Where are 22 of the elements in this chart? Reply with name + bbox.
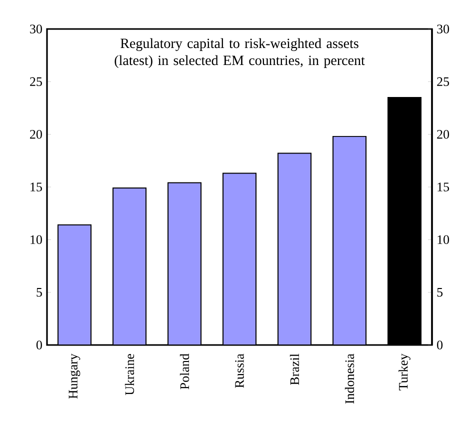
x-tick-label: Poland [180, 354, 190, 390]
y-tick-label: 5 [36, 288, 42, 297]
x-tick-label: Turkey [398, 354, 410, 390]
text: Regulatory capital to risk-weighted assets (latest) in selected EM countries, in percent [114, 38, 365, 68]
y2-tick-label: 10 [438, 235, 450, 244]
y2-tick-label: 5 [437, 288, 443, 297]
y-tick-label: 15 [30, 182, 42, 192]
x-tick-label: Russia [235, 354, 244, 388]
y2-tick-label: 30 [437, 24, 450, 34]
y2-tick-label: 20 [437, 130, 450, 139]
x-tick-label: Brazil [290, 354, 300, 385]
y-tick-label: 0 [36, 340, 42, 350]
y-tick-label: 25 [30, 77, 42, 86]
x-tick-label: Indonesia [344, 354, 354, 404]
y-tick-label: 20 [30, 130, 42, 139]
y2-tick-label: 25 [437, 77, 450, 86]
x-tick-label: Hungary [68, 354, 80, 399]
x-tick-label: Ukraine [124, 354, 134, 396]
y2-tick-label: 15 [438, 182, 450, 192]
y-tick-label: 30 [30, 24, 42, 34]
y2-tick-label: 0 [437, 340, 443, 350]
y-tick-label: 10 [30, 235, 42, 244]
